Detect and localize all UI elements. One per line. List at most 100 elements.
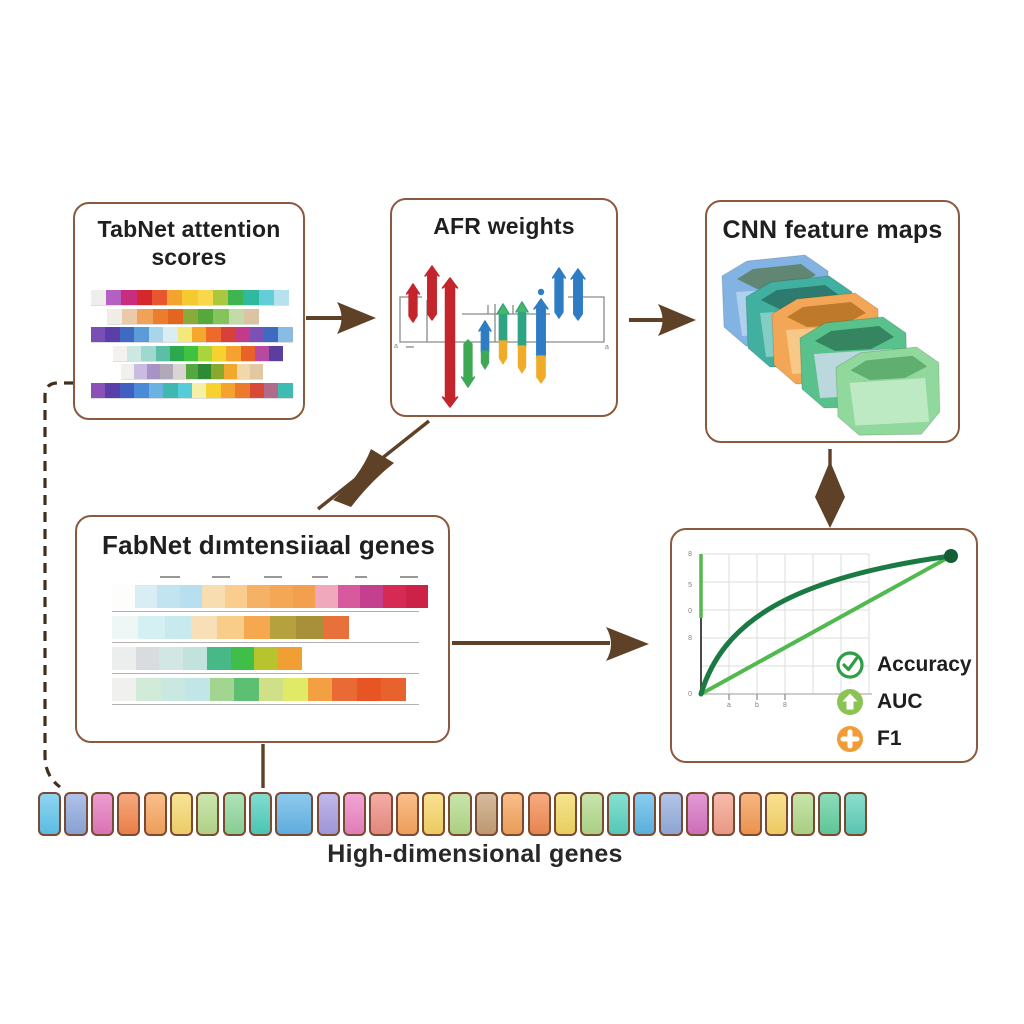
legend-label: Accuracy — [877, 653, 972, 676]
gene-square — [791, 792, 815, 836]
roc-y-tick-label: 5 — [688, 582, 692, 589]
fabnet-bar-cell — [277, 647, 302, 670]
fabnet-bar-cell — [258, 678, 284, 701]
heatmap-cell — [91, 290, 107, 305]
gene-square — [685, 792, 709, 836]
roc-curve-chart: 8 5 0 8 0 a b 8 — [688, 549, 958, 709]
fabnet-bar-cell — [292, 585, 316, 608]
heatmap-cell — [254, 345, 269, 361]
fabnet-bar-cell — [112, 647, 136, 670]
afr-weight-arrow — [441, 277, 459, 408]
tabnet-title-line1: TabNet attention — [97, 216, 281, 242]
gene-square — [580, 792, 604, 836]
fabnet-bar-cell — [382, 585, 406, 608]
fabnet-bar-cell — [138, 616, 165, 639]
heatmap-cell — [159, 364, 173, 379]
roc-x-tick-label: a — [727, 702, 731, 709]
heatmap-cell — [121, 290, 137, 305]
fabnet-bar-cell — [405, 585, 429, 608]
roc-x-tick-label: 8 — [783, 702, 787, 709]
fabnet-bar-cell — [283, 678, 308, 701]
arrow-afr-to-fabnet-head — [333, 449, 394, 507]
heatmap-cell — [148, 327, 164, 342]
check-circle-icon — [836, 651, 864, 679]
gene-square — [90, 792, 114, 836]
heatmap-cell — [264, 382, 279, 398]
heatmap-cell — [220, 382, 236, 398]
fabnet-bar-cell — [136, 678, 161, 701]
heatmap-cell — [249, 327, 265, 342]
fabnet-bar-cell — [247, 585, 271, 608]
gene-square — [633, 792, 657, 836]
roc-y-tick-label: 8 — [688, 551, 692, 558]
heatmap-cell — [243, 290, 259, 305]
heatmap-cell — [146, 364, 160, 379]
cnn-feature-maps-box: CNN feature maps — [705, 200, 960, 443]
gene-square — [275, 792, 314, 836]
fabnet-bar-cell — [112, 678, 137, 701]
heatmap-cell — [163, 382, 178, 398]
fabnet-bar-cell — [234, 678, 259, 701]
gene-square — [448, 792, 472, 836]
cnn-box-title: CNN feature maps — [722, 216, 943, 244]
feedback-dashed-line — [43, 381, 74, 789]
fabnet-bar-cell — [332, 678, 357, 701]
heatmap-cell — [212, 290, 229, 305]
fabnet-bar-row — [112, 616, 349, 639]
high-dimensional-genes-row — [38, 792, 868, 839]
fabnet-bar-cell — [337, 585, 361, 608]
heatmap-cell — [121, 364, 134, 379]
heatmap-cell — [237, 364, 251, 379]
tabnet-title-line2: scores — [151, 244, 227, 270]
fabnet-bar-cell — [356, 678, 382, 701]
heatmap-cell — [152, 308, 168, 324]
fabnet-bar-cell — [315, 585, 338, 608]
heatmap-cell — [148, 382, 164, 398]
gene-square — [249, 792, 273, 836]
fabnet-bar-cell — [134, 585, 158, 608]
heatmap-cell — [136, 290, 152, 305]
heatmap-cell — [91, 382, 106, 398]
heatmap-cell — [107, 308, 123, 324]
heatmap-cell — [106, 290, 122, 305]
heatmap-cell — [213, 308, 229, 324]
heatmap-cell — [191, 382, 207, 398]
heatmap-cell — [240, 345, 255, 361]
afr-weight-arrow — [424, 265, 440, 321]
gene-square — [844, 792, 868, 836]
heatmap-cell — [137, 308, 153, 324]
fabnet-bar-cell — [160, 678, 186, 701]
fabnet-bar-cell — [381, 678, 406, 701]
heatmap-cell — [141, 345, 156, 361]
legend-item-accuracy: Accuracy — [835, 650, 972, 680]
heatmap-cell — [183, 345, 199, 361]
legend-label: AUC — [877, 690, 923, 713]
afr-weight-arrow — [551, 267, 567, 319]
roc-y-tick-label: 0 — [688, 691, 692, 698]
fabnet-bar-row — [112, 647, 302, 670]
high-dimensional-genes-label: High-dimensional genes — [327, 840, 623, 868]
roc-endpoint-dot — [944, 549, 958, 563]
metrics-box: 8 5 0 8 0 a b 8 Accuracy AUC F1 — [670, 528, 978, 763]
heatmap-cell — [183, 308, 199, 324]
heatmap-row — [113, 345, 284, 361]
fabnet-bar-cell — [179, 585, 203, 608]
gene-square — [474, 792, 498, 836]
legend-item-f1: F1 — [835, 724, 972, 754]
fabnet-bar-row — [112, 585, 429, 608]
gene-square — [395, 792, 419, 836]
heatmap-cell — [167, 308, 184, 324]
fabnet-bar-cell — [206, 647, 231, 670]
roc-curve — [698, 553, 954, 697]
afr-arrow-dot — [537, 288, 545, 296]
fabnet-bar-cell — [183, 647, 207, 670]
heatmap-cell — [169, 345, 184, 361]
fabnet-bar-cell — [360, 585, 383, 608]
tabnet-attention-heatmap — [91, 290, 293, 401]
heatmap-cell — [264, 327, 279, 342]
heatmap-cell — [119, 327, 135, 342]
afr-weight-arrow — [460, 339, 476, 388]
gene-square — [196, 792, 220, 836]
heatmap-cell — [228, 308, 244, 324]
heatmap-cell — [182, 290, 198, 305]
